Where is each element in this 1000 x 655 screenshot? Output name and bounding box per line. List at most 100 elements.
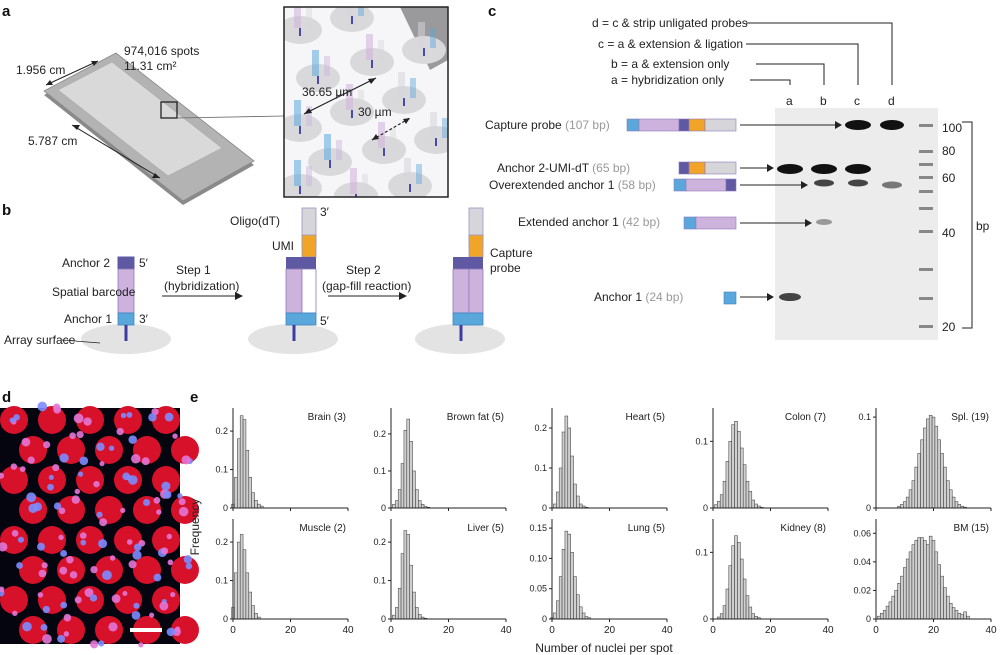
nucleus xyxy=(53,405,62,414)
x-tick-label: 0 xyxy=(710,625,716,636)
capture-spot xyxy=(76,586,104,614)
zoom-probe xyxy=(312,50,319,76)
y-tick-label: 0 xyxy=(866,503,871,513)
nucleus xyxy=(48,474,54,480)
hist-bar xyxy=(888,601,893,620)
nucleus xyxy=(79,456,89,466)
hist-bar xyxy=(234,476,238,509)
panel-label-e: e xyxy=(190,389,198,406)
hist-bar xyxy=(561,431,566,509)
capture-spot xyxy=(114,406,142,434)
zoom-probe xyxy=(430,112,437,138)
zoom-probe xyxy=(306,106,312,126)
x-tick-label: 0 xyxy=(230,625,236,636)
nucleus xyxy=(138,642,144,648)
zoom-probe-stem xyxy=(423,48,425,56)
hist-bar xyxy=(239,415,244,509)
hist-bar xyxy=(403,429,408,509)
nucleus xyxy=(172,433,178,439)
hist-bar xyxy=(395,500,399,509)
zoom-probe xyxy=(294,7,301,28)
nucleus xyxy=(143,499,151,507)
capture-spot xyxy=(38,586,66,614)
y-tick-label: 0.1 xyxy=(695,547,708,557)
zoom-probe xyxy=(306,166,312,186)
hist-bar xyxy=(900,575,904,620)
zoom-probe xyxy=(324,56,330,76)
product-capture-probe: Capture probe (107 bp) xyxy=(485,118,610,132)
capture-spot xyxy=(19,556,47,584)
nucleus xyxy=(10,463,18,470)
spot-diameter: 30 µm xyxy=(358,105,392,119)
hist-bar xyxy=(251,492,255,509)
hist-bar xyxy=(242,549,247,620)
nucleus xyxy=(16,562,23,569)
array-length: 5.787 cm xyxy=(28,134,77,148)
hist-bar xyxy=(576,495,580,509)
nucleus xyxy=(80,539,87,546)
nucleus xyxy=(38,569,47,578)
histogram-8: 0.1 00 20 40 Kidney (8) xyxy=(695,519,834,636)
histogram-5: 0.2 0.1 00 20 40 Muscle (2) xyxy=(215,519,354,636)
capture-spot xyxy=(95,616,123,644)
lane-label-d: d xyxy=(888,94,895,108)
schematic-overextended-anchor1 xyxy=(673,178,737,192)
nucleus xyxy=(0,472,4,479)
nucleus xyxy=(58,507,66,515)
hist-bar xyxy=(900,504,904,509)
zoom-probe xyxy=(294,100,301,126)
ladder-80: 80 xyxy=(942,144,956,158)
hist-bar xyxy=(558,467,563,509)
hist-bar xyxy=(920,439,924,509)
nucleus xyxy=(89,594,98,602)
hist-bar xyxy=(254,500,258,509)
nucleus xyxy=(164,412,174,422)
hist-bar xyxy=(943,587,947,620)
histogram-0: 0.2 0.1 0 Brain (3) xyxy=(215,408,349,513)
hist-bar xyxy=(570,455,574,509)
zoom-view xyxy=(283,6,449,198)
spot-count: 974,016 spots xyxy=(124,44,199,58)
nucleus xyxy=(0,586,5,593)
hist-bar xyxy=(392,504,396,509)
legend-lane-d: d = c & strip unligated probes xyxy=(592,16,748,30)
hist-bar xyxy=(748,491,753,509)
hist-bar xyxy=(920,537,924,620)
nuclei-micrograph xyxy=(0,401,199,649)
zoom-probe xyxy=(294,160,301,186)
hist-bar xyxy=(237,438,241,509)
hist-bar xyxy=(923,427,927,509)
zoom-probe xyxy=(358,90,364,110)
scale-bar xyxy=(130,628,162,632)
nucleus xyxy=(126,539,133,545)
hist-bar xyxy=(406,534,410,620)
zoom-probe xyxy=(324,134,331,160)
nucleus xyxy=(79,532,87,539)
hist-bar xyxy=(257,503,261,509)
histogram-9: 0.06 0.04 0.02 00 20 40 BM (15) xyxy=(853,519,997,636)
y-tick-label: 0.1 xyxy=(858,412,871,422)
capture-spot xyxy=(0,586,28,614)
panel-label-c: c xyxy=(488,3,496,20)
y-tick-label: 0.1 xyxy=(534,463,547,473)
ladder-100: 100 xyxy=(942,121,962,135)
hist-bar xyxy=(937,439,941,509)
hist-bar xyxy=(234,572,238,620)
hist-bar xyxy=(940,453,944,509)
hist-bar xyxy=(897,583,901,620)
zoom-probe-stem xyxy=(403,98,405,106)
nucleus xyxy=(58,534,64,541)
nucleus xyxy=(108,622,118,632)
y-tick-label: 0.04 xyxy=(853,557,871,567)
gel-image xyxy=(775,108,938,340)
zoom-probe xyxy=(430,28,436,48)
nucleus xyxy=(148,413,157,422)
y-tick-label: 0.15 xyxy=(529,523,547,533)
capture-spot xyxy=(76,466,104,494)
hist-bar xyxy=(395,607,399,620)
hist-bar xyxy=(722,481,727,509)
array-width: 1.956 cm xyxy=(16,63,65,77)
hist-bar xyxy=(397,587,402,620)
nucleus xyxy=(42,634,52,644)
